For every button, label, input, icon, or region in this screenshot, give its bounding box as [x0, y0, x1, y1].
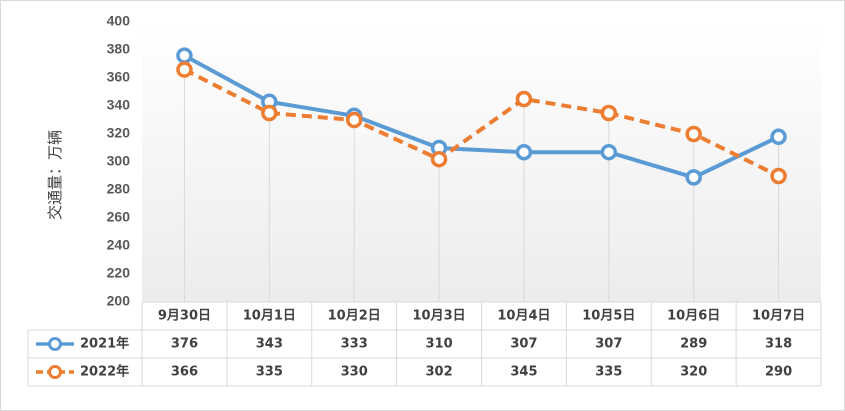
y-tick-label: 360 [107, 69, 131, 85]
series-marker [515, 90, 533, 108]
series-marker [600, 143, 618, 161]
category-label: 10月2日 [328, 309, 381, 324]
category-label: 10月3日 [412, 309, 465, 324]
y-tick-label: 280 [107, 181, 131, 197]
table-value: 307 [510, 337, 537, 352]
series-name: 2021年 [80, 336, 129, 352]
series-marker [176, 47, 193, 64]
table-value: 343 [256, 337, 283, 352]
table-value: 335 [595, 365, 622, 380]
series-marker [685, 169, 702, 186]
series-marker [770, 128, 787, 146]
y-tick-label: 240 [107, 237, 131, 253]
table-value: 333 [341, 337, 368, 352]
series-marker [515, 143, 533, 161]
series-marker [261, 104, 278, 122]
y-axis-ticks: 200 220 240 260 280 300 320 340 360 380 400 [107, 13, 131, 309]
series-marker [685, 125, 702, 143]
table-value: 335 [256, 365, 283, 380]
table-value: 376 [171, 337, 198, 352]
y-axis-label: 交通量：万辆 [46, 130, 64, 220]
y-tick-label: 260 [107, 209, 131, 225]
y-tick-label: 340 [107, 97, 131, 113]
table-value: 318 [765, 337, 792, 352]
series-name: 2022年 [80, 364, 129, 380]
series-marker [770, 167, 787, 185]
series-marker [600, 104, 618, 122]
y-tick-label: 200 [107, 293, 131, 309]
series-marker [430, 150, 448, 168]
y-tick-label: 300 [107, 153, 131, 169]
series-marker [176, 61, 193, 78]
plot-area [142, 22, 821, 302]
drop-lines [183, 55, 780, 302]
series-marker [345, 111, 363, 129]
table-value: 330 [341, 365, 368, 380]
category-label: 10月5日 [582, 309, 635, 324]
category-label: 9月30日 [158, 309, 211, 324]
table-value: 345 [510, 365, 537, 380]
table-value: 302 [425, 365, 452, 380]
y-tick-label: 220 [107, 265, 131, 281]
table-value: 310 [425, 337, 452, 352]
table-value: 289 [680, 337, 707, 352]
table-value: 320 [680, 365, 707, 380]
category-label: 10月1日 [243, 309, 296, 324]
table-value: 290 [765, 365, 792, 380]
category-label: 10月7日 [752, 309, 805, 324]
table-value: 307 [595, 337, 622, 352]
category-label: 10月6日 [667, 309, 720, 324]
legend-key-marker [48, 337, 62, 351]
table-value: 366 [171, 365, 198, 380]
y-tick-label: 320 [107, 125, 131, 141]
legend-key-marker [48, 365, 62, 379]
y-tick-label: 380 [107, 41, 131, 57]
series-line [183, 67, 780, 178]
data-table: 9月30日 10月1日 10月2日 10月3日 10月4日 10月5日 10月6日 10月7日… [27, 301, 822, 387]
y-tick-label: 400 [107, 13, 131, 29]
category-label: 10月4日 [497, 309, 550, 324]
series-lines [176, 47, 787, 186]
series-line [183, 53, 780, 180]
